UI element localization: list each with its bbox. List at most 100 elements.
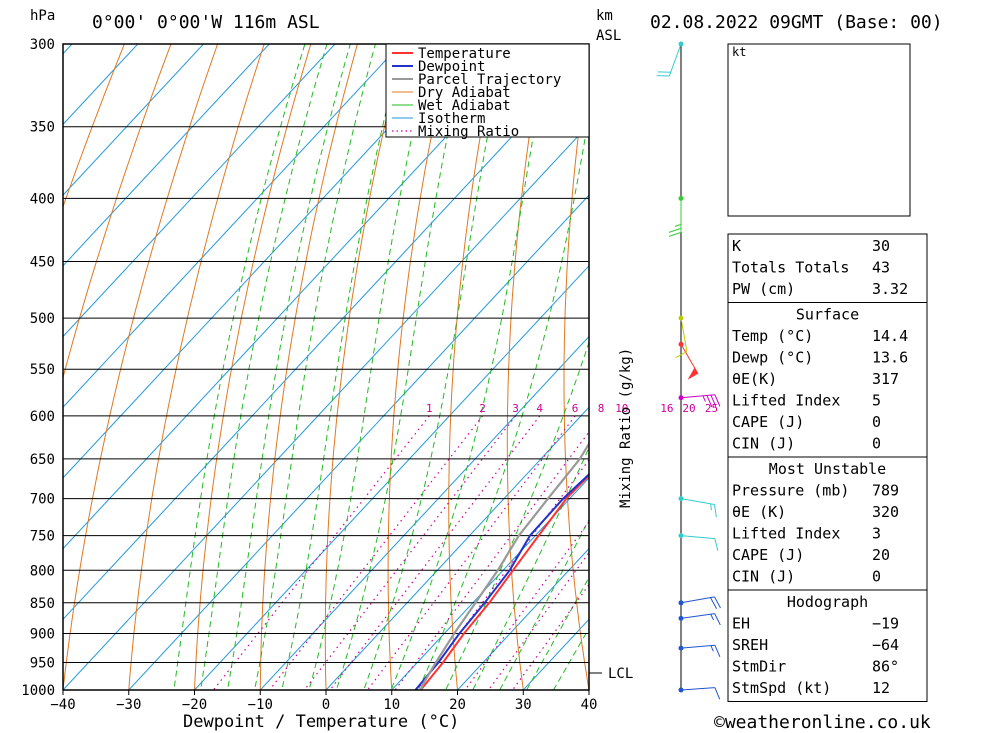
wet-adiabat-line <box>200 44 328 690</box>
isotherm-line <box>193 265 589 690</box>
wind-barb-staff <box>680 394 715 399</box>
dry-adiabat-line <box>128 44 265 690</box>
wind-barb-staff <box>680 535 715 540</box>
mixing-ratio-label: 1 <box>426 402 433 415</box>
isotherm-line <box>456 547 589 690</box>
wind-barb-flag <box>710 597 718 609</box>
dry-adiabat-line <box>63 44 125 209</box>
index-row-label: θE (K) <box>732 503 786 521</box>
pressure-tick-label: 1000 <box>21 683 55 699</box>
pressure-tick-label: 800 <box>30 563 55 579</box>
isotherm-line <box>63 44 402 408</box>
wind-barb-flag <box>710 394 717 407</box>
index-row-label: Lifted Index <box>732 392 840 410</box>
index-row-label: SREH <box>732 636 768 654</box>
hodograph-unit-label: kt <box>732 45 746 59</box>
index-row-label: CAPE (J) <box>732 413 804 431</box>
index-row-value: 13.6 <box>872 349 908 367</box>
dry-adiabat-line <box>961 0 1000 716</box>
dry-adiabat-line <box>672 0 727 716</box>
index-row-label: K <box>732 237 741 255</box>
pressure-tick-label: 950 <box>30 655 55 671</box>
wind-barb-staff <box>680 318 688 352</box>
mixing-ratio-label: 3 <box>512 402 519 415</box>
index-table-frame <box>727 233 928 303</box>
index-row-value: 789 <box>872 482 899 500</box>
index-row-value: 317 <box>872 370 899 388</box>
index-row-value: 30 <box>872 237 890 255</box>
index-row-label: EH <box>732 615 750 633</box>
dry-adiabat-line <box>193 44 312 690</box>
x-tick-label: 10 <box>383 697 400 713</box>
index-row-label: Temp (°C) <box>732 327 813 345</box>
parcel-trajectory-line <box>419 441 589 690</box>
wet-adiabat-line <box>526 576 589 690</box>
dry-adiabat-line <box>916 0 1000 716</box>
index-row-value: 320 <box>872 503 899 521</box>
index-row-label: PW (cm) <box>732 280 795 298</box>
wind-barb-flag <box>714 538 719 552</box>
x-tick-label: 40 <box>581 697 598 713</box>
x-axis-label: Dewpoint / Temperature (°C) <box>183 712 459 732</box>
x-tick-label: 0 <box>322 697 330 713</box>
pressure-tick-label: 400 <box>30 191 55 207</box>
wind-barb-staff <box>680 613 715 619</box>
pressure-tick-label: 500 <box>30 311 55 327</box>
pressure-tick-label: 750 <box>30 529 55 545</box>
mixing-ratio-label: 10 <box>615 402 628 415</box>
index-row-label: CAPE (J) <box>732 546 804 564</box>
pressure-tick-label: 450 <box>30 255 55 271</box>
wind-barb-staff <box>680 687 715 691</box>
index-row-value: 20 <box>872 546 890 564</box>
dry-adiabat-line <box>63 44 172 380</box>
index-table-title: Surface <box>796 306 859 324</box>
index-row-value: 3.32 <box>872 280 908 298</box>
index-table-frame <box>727 302 928 458</box>
pressure-tick-label: 350 <box>30 120 55 136</box>
index-row-label: CIN (J) <box>732 568 795 586</box>
index-row-value: 86° <box>872 658 899 676</box>
x-tick-label: −40 <box>50 697 75 713</box>
wind-barb-flag <box>714 687 721 700</box>
legend-wet-adiabat: Wet Adiabat <box>418 98 511 114</box>
x-tick-label: 30 <box>515 697 532 713</box>
hodograph-frame <box>727 43 911 217</box>
index-row-label: Dewp (°C) <box>732 349 813 367</box>
dry-adiabat-line <box>63 44 219 690</box>
mixing-ratio-line <box>464 520 589 690</box>
height-unit-km: km <box>596 8 613 24</box>
wind-barb-flag <box>675 351 688 359</box>
wind-barb-flag <box>713 504 717 518</box>
datetime-title: 02.08.2022 09GMT (Base: 00) <box>650 12 943 33</box>
pressure-tick-label: 650 <box>30 452 55 468</box>
wind-barb-half-flag <box>674 223 682 227</box>
wind-barb-flag <box>714 613 721 626</box>
mixing-ratio-label: 2 <box>479 402 486 415</box>
index-row-value: −64 <box>872 636 899 654</box>
x-tick-label: −30 <box>116 697 141 713</box>
wind-barb-flag <box>706 395 713 408</box>
index-row-label: Lifted Index <box>732 525 840 543</box>
isotherm-line <box>63 44 336 338</box>
pressure-tick-label: 300 <box>30 37 55 53</box>
x-tick-label: −10 <box>248 697 273 713</box>
index-row-value: 0 <box>872 413 881 431</box>
index-row-label: CIN (J) <box>732 435 795 453</box>
mixing-ratio-label: 20 <box>682 402 695 415</box>
mixing-ratio-label: 4 <box>536 402 543 415</box>
wet-adiabat-line <box>253 44 376 690</box>
wet-adiabat-line <box>552 627 589 690</box>
index-row-label: Pressure (mb) <box>732 482 849 500</box>
wet-adiabat-line <box>226 44 351 690</box>
isotherm-line <box>63 44 270 267</box>
wind-barb-half-flag <box>710 503 712 511</box>
wind-barb-staff <box>680 344 699 374</box>
wind-barb-flag <box>714 645 721 658</box>
index-row-value: 5 <box>872 392 881 410</box>
wind-barb-half-flag <box>702 395 706 402</box>
wet-adiabat-line <box>173 44 306 690</box>
wind-barb-half-flag <box>710 645 714 652</box>
mixing-ratio-line <box>269 415 484 690</box>
isotherm-line <box>63 44 205 196</box>
height-unit-asl: ASL <box>596 28 621 44</box>
